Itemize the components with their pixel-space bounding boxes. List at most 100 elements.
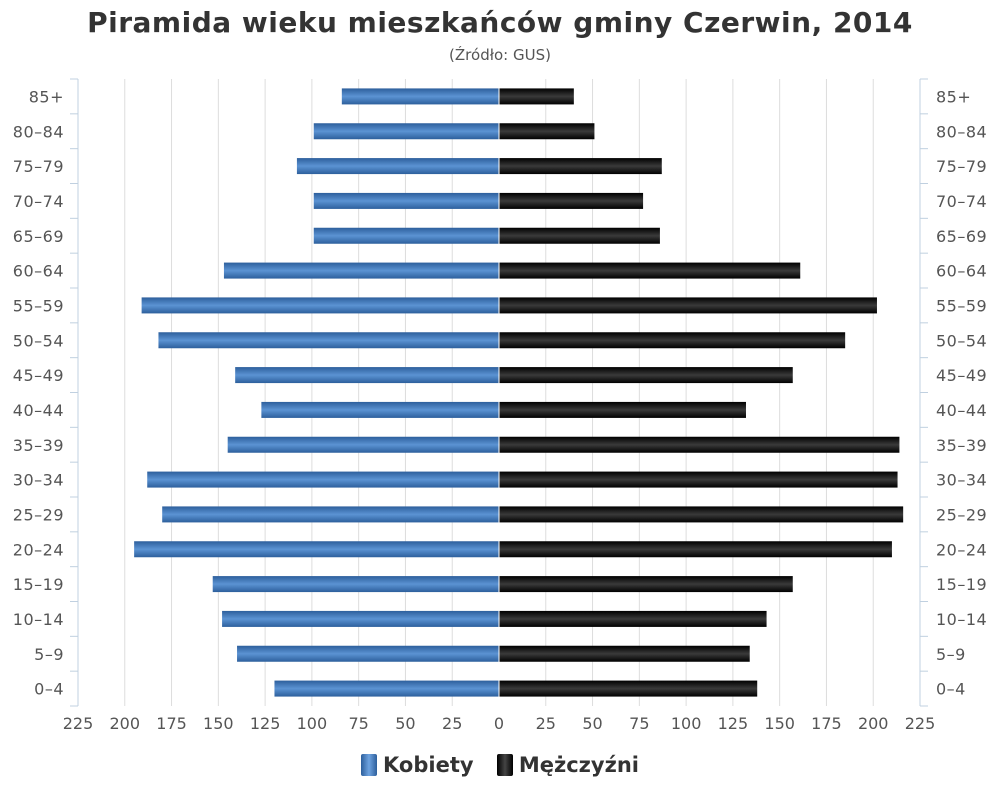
bar-mezczyzni-60–64[interactable] (499, 262, 801, 279)
y-tick-label-right: 55–59 (936, 296, 987, 315)
y-tick-label-left: 60–64 (13, 262, 64, 281)
x-tick-label: 25 (536, 714, 556, 733)
bar-mezczyzni-5–9[interactable] (499, 645, 750, 662)
y-tick-label-left: 50–54 (13, 331, 64, 350)
x-tick-label: 225 (63, 714, 94, 733)
y-tick-label-left: 35–39 (13, 436, 64, 455)
bar-mezczyzni-25–29[interactable] (499, 506, 904, 523)
y-tick-label-right: 5–9 (936, 645, 966, 664)
y-tick-label-left: 40–44 (13, 401, 64, 420)
bar-mezczyzni-70–74[interactable] (499, 192, 644, 209)
bar-mezczyzni-65–69[interactable] (499, 227, 660, 244)
legend-label-kobiety: Kobiety (383, 753, 474, 777)
y-tick-label-right: 60–64 (936, 262, 987, 281)
bar-mezczyzni-10–14[interactable] (499, 610, 767, 627)
y-tick-label-left: 5–9 (34, 645, 64, 664)
y-tick-label-right: 20–24 (936, 540, 987, 559)
y-tick-label-right: 70–74 (936, 192, 987, 211)
y-tick-label-left: 20–24 (13, 540, 64, 559)
y-tick-label-right: 35–39 (936, 436, 987, 455)
bars-layer (134, 88, 904, 697)
y-tick-label-right: 10–14 (936, 610, 987, 629)
y-tick-label-right: 40–44 (936, 401, 987, 420)
y-tick-label-left: 15–19 (13, 575, 64, 594)
y-tick-label-right: 30–34 (936, 471, 987, 490)
y-tick-label-right: 50–54 (936, 331, 987, 350)
x-tick-label: 175 (811, 714, 842, 733)
x-tick-label: 50 (582, 714, 602, 733)
bar-mezczyzni-50–54[interactable] (499, 332, 846, 349)
bar-mezczyzni-40–44[interactable] (499, 401, 746, 418)
bar-kobiety-70–74[interactable] (313, 192, 499, 209)
y-tick-label-right: 25–29 (936, 505, 987, 524)
bar-mezczyzni-20–24[interactable] (499, 541, 892, 558)
y-tick-label-right: 75–79 (936, 157, 987, 176)
bar-mezczyzni-80–84[interactable] (499, 123, 595, 140)
bar-kobiety-20–24[interactable] (134, 541, 499, 558)
x-tick-label: 25 (442, 714, 462, 733)
legend: Kobiety Mężczyźni (0, 753, 1000, 781)
x-tick-label: 0 (494, 714, 504, 733)
x-tick-label: 75 (629, 714, 649, 733)
bar-mezczyzni-45–49[interactable] (499, 367, 793, 384)
bar-kobiety-25–29[interactable] (162, 506, 499, 523)
y-tick-label-left: 70–74 (13, 192, 64, 211)
bar-kobiety-85+[interactable] (341, 88, 499, 105)
bar-kobiety-0–4[interactable] (274, 680, 499, 697)
bar-kobiety-50–54[interactable] (158, 332, 500, 349)
x-tick-label: 175 (156, 714, 187, 733)
y-tick-label-right: 15–19 (936, 575, 987, 594)
x-tick-label: 50 (395, 714, 415, 733)
y-tick-label-left: 30–34 (13, 471, 64, 490)
bar-mezczyzni-85+[interactable] (499, 88, 574, 105)
bar-kobiety-35–39[interactable] (227, 436, 499, 453)
bar-kobiety-45–49[interactable] (235, 367, 499, 384)
y-tick-label-left: 10–14 (13, 610, 64, 629)
bar-mezczyzni-75–79[interactable] (499, 158, 662, 175)
chart-subtitle: (Źródło: GUS) (449, 46, 551, 64)
x-tick-label: 125 (718, 714, 749, 733)
y-tick-label-left: 55–59 (13, 296, 64, 315)
bar-kobiety-60–64[interactable] (223, 262, 500, 279)
bar-mezczyzni-15–19[interactable] (499, 576, 793, 593)
x-tick-label: 100 (297, 714, 328, 733)
x-tick-label: 125 (250, 714, 281, 733)
legend-swatch-mezczyzni (496, 754, 513, 776)
bar-mezczyzni-30–34[interactable] (499, 471, 898, 488)
y-tick-label-right: 80–84 (936, 122, 987, 141)
bar-kobiety-30–34[interactable] (147, 471, 499, 488)
bar-mezczyzni-55–59[interactable] (499, 297, 877, 314)
x-tick-label: 200 (110, 714, 141, 733)
legend-item-kobiety[interactable]: Kobiety (361, 753, 474, 777)
legend-label-mezczyzni: Mężczyźni (518, 753, 639, 777)
bar-kobiety-15–19[interactable] (212, 576, 499, 593)
x-tick-label: 75 (348, 714, 368, 733)
y-tick-label-right: 65–69 (936, 227, 987, 246)
y-tick-label-left: 0–4 (34, 680, 64, 699)
bar-kobiety-75–79[interactable] (296, 158, 499, 175)
y-tick-label-right: 45–49 (936, 366, 987, 385)
legend-swatch-kobiety (361, 754, 378, 776)
bar-mezczyzni-35–39[interactable] (499, 436, 900, 453)
bar-kobiety-40–44[interactable] (261, 401, 499, 418)
bar-kobiety-10–14[interactable] (222, 610, 499, 627)
bar-kobiety-5–9[interactable] (237, 645, 500, 662)
legend-item-mezczyzni[interactable]: Mężczyźni (496, 753, 639, 777)
x-tick-label: 100 (671, 714, 702, 733)
x-tick-label: 200 (858, 714, 889, 733)
bar-kobiety-55–59[interactable] (141, 297, 499, 314)
y-tick-label-left: 85+ (29, 87, 64, 106)
y-tick-label-left: 75–79 (13, 157, 64, 176)
y-tick-label-right: 0–4 (936, 680, 966, 699)
x-tick-label: 225 (905, 714, 936, 733)
y-tick-label-left: 65–69 (13, 227, 64, 246)
y-tick-label-right: 85+ (936, 87, 971, 106)
y-tick-label-left: 45–49 (13, 366, 64, 385)
chart-title: Piramida wieku mieszkańców gminy Czerwin… (87, 6, 913, 39)
bar-kobiety-80–84[interactable] (313, 123, 499, 140)
x-tick-label: 150 (203, 714, 234, 733)
bar-mezczyzni-0–4[interactable] (499, 680, 758, 697)
x-tick-label: 150 (764, 714, 795, 733)
bar-kobiety-65–69[interactable] (313, 227, 499, 244)
